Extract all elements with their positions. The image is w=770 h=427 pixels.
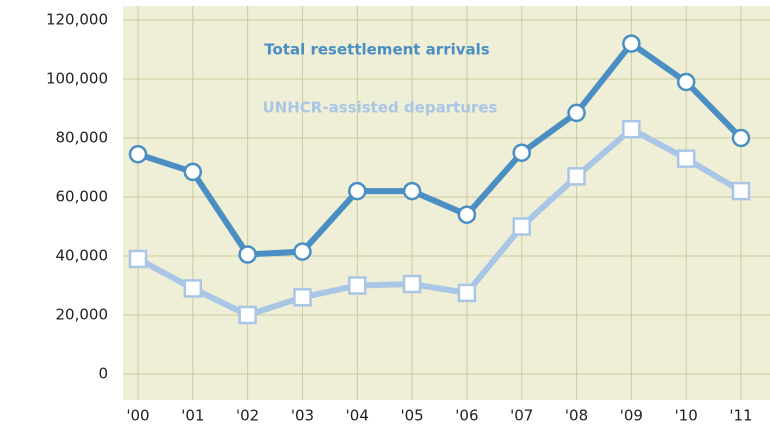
y-tick-label: 40,000 (56, 247, 109, 265)
marker (567, 103, 586, 123)
y-tick-label: 20,000 (56, 306, 109, 324)
y-tick-label: 80,000 (56, 129, 109, 147)
y-tick-label: 60,000 (56, 188, 109, 206)
marker (512, 217, 531, 236)
marker (676, 72, 696, 92)
marker (567, 167, 586, 186)
marker (622, 119, 641, 139)
marker (676, 149, 696, 168)
marker (348, 181, 367, 201)
marker (183, 279, 203, 298)
marker (238, 305, 257, 325)
marker (293, 288, 312, 307)
x-tick-label: '03 (291, 407, 314, 425)
y-tick-label: 0 (98, 365, 108, 383)
series-line (137, 40, 744, 258)
marker (731, 181, 751, 201)
x-tick-label: '00 (126, 407, 149, 425)
marker (293, 242, 312, 261)
series-label: UNHCR-assisted departures (263, 99, 498, 117)
marker (402, 274, 422, 294)
y-tick-label: 120,000 (46, 11, 108, 29)
marker (128, 144, 148, 164)
x-tick-label: '02 (236, 407, 259, 425)
x-tick-label: '09 (620, 407, 643, 425)
marker (457, 205, 477, 224)
marker (128, 249, 148, 269)
marker (512, 143, 531, 162)
marker (731, 128, 751, 148)
marker (457, 283, 477, 303)
x-tick-label: '06 (455, 407, 478, 425)
x-tick-label: '07 (510, 407, 533, 425)
y-tick-label: 100,000 (46, 70, 108, 88)
x-tick-label: '11 (729, 407, 752, 425)
marker (348, 276, 367, 295)
x-tick-label: '01 (181, 407, 204, 425)
marker (402, 181, 422, 201)
marker (622, 34, 641, 53)
x-tick-label: '05 (400, 407, 423, 425)
x-tick-label: '10 (675, 407, 698, 425)
marker (183, 162, 203, 182)
x-tick-label: '08 (565, 407, 588, 425)
marker (238, 245, 257, 264)
series-label: Total resettlement arrivals (264, 41, 490, 59)
x-tick-label: '04 (346, 407, 369, 425)
